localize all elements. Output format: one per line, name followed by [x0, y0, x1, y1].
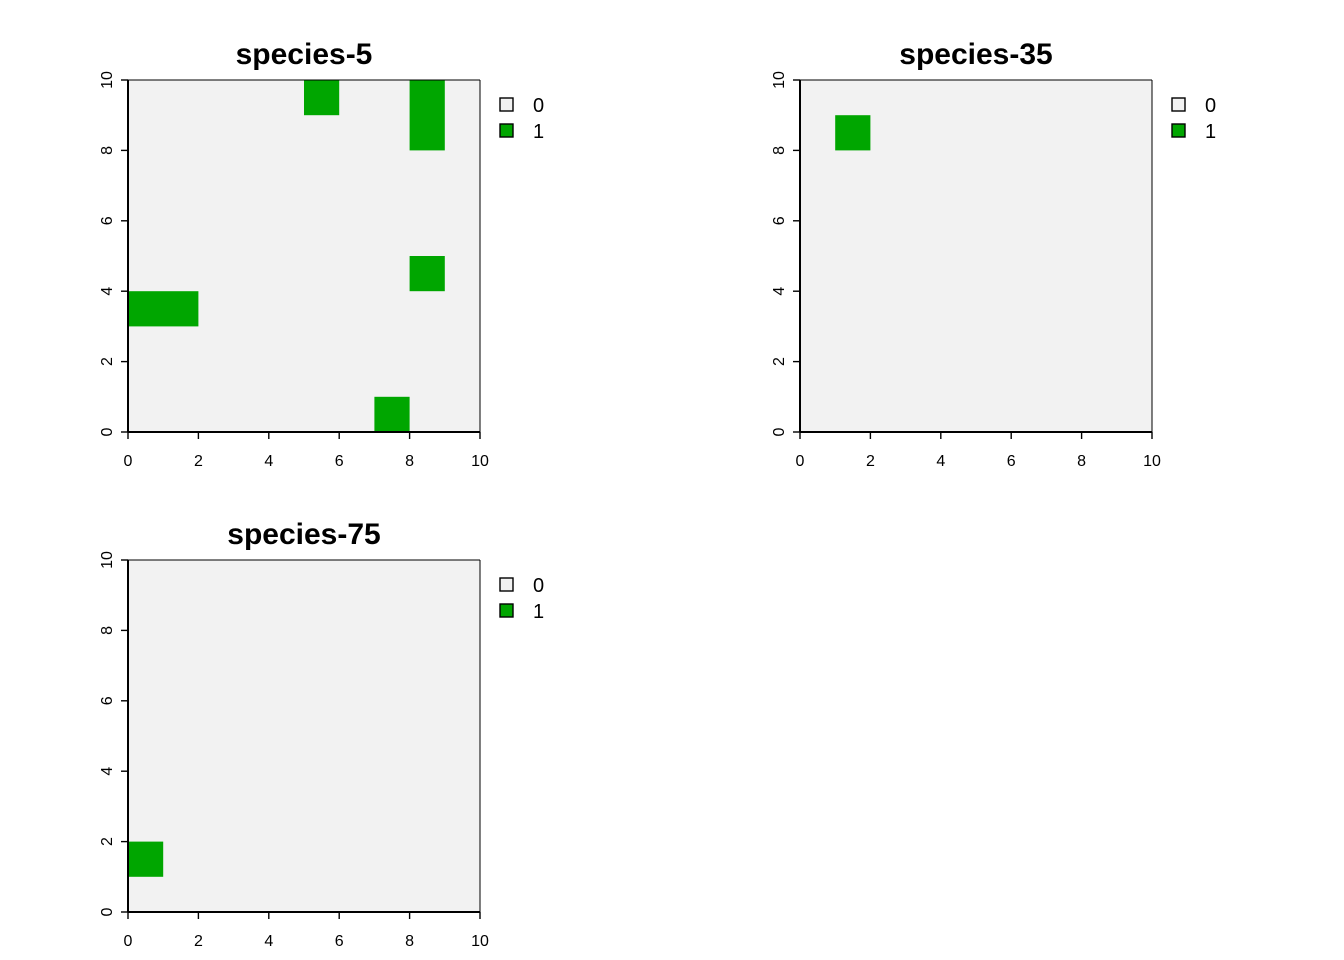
y-tick-label: 4: [99, 767, 116, 776]
y-tick-label: 0: [99, 907, 116, 916]
legend-swatch: [499, 123, 514, 138]
y-tick-label: 2: [99, 837, 116, 846]
x-tick-label: 2: [194, 933, 203, 950]
y-tick-label: 4: [99, 287, 116, 296]
x-tick-label: 4: [264, 453, 273, 470]
x-tick-label: 2: [194, 453, 203, 470]
x-tick-label: 6: [335, 933, 344, 950]
x-tick-label: 6: [1007, 453, 1016, 470]
x-tick-label: 10: [1143, 453, 1161, 470]
legend-swatch: [499, 603, 514, 618]
map-panel-3: 0 2 4 6 8 10 0 2 4 6 8 10 species-75 0 1: [99, 518, 544, 950]
x-tick-label: 8: [405, 453, 414, 470]
presence-cell: [128, 841, 164, 877]
y-tick-label: 4: [771, 287, 788, 296]
legend-swatch: [1171, 97, 1186, 112]
y-tick-label: 10: [99, 71, 116, 89]
legend-swatch: [499, 97, 514, 112]
y-tick-label: 0: [99, 427, 116, 436]
legend-label: 0: [1205, 95, 1216, 117]
raster-background: [128, 560, 480, 912]
y-tick-label: 6: [99, 696, 116, 705]
x-tick-label: 0: [124, 453, 133, 470]
x-tick-label: 0: [124, 933, 133, 950]
panel-title: species-75: [227, 518, 380, 551]
legend-label: 1: [533, 121, 544, 143]
legend-swatch: [1171, 123, 1186, 138]
y-tick-label: 2: [771, 357, 788, 366]
x-tick-label: 0: [796, 453, 805, 470]
legend-label: 1: [533, 601, 544, 623]
presence-cell: [409, 256, 445, 292]
panel-title: species-5: [236, 38, 373, 71]
presence-cell: [128, 291, 199, 327]
x-tick-label: 6: [335, 453, 344, 470]
x-tick-label: 4: [264, 933, 273, 950]
presence-cell: [409, 80, 445, 151]
map-panel-2: 0 2 4 6 8 10 0 2 4 6 8 10 species-35 0 1: [771, 38, 1216, 470]
y-tick-label: 10: [99, 551, 116, 569]
presence-cell: [304, 80, 340, 116]
y-tick-label: 10: [771, 71, 788, 89]
y-tick-label: 8: [99, 146, 116, 155]
x-tick-label: 4: [936, 453, 945, 470]
presence-cell: [374, 396, 410, 432]
x-tick-label: 2: [866, 453, 875, 470]
y-tick-label: 8: [99, 626, 116, 635]
legend-label: 1: [1205, 121, 1216, 143]
panel-title: species-35: [899, 38, 1052, 71]
y-tick-label: 0: [771, 427, 788, 436]
y-tick-label: 2: [99, 357, 116, 366]
x-tick-label: 10: [471, 453, 489, 470]
legend-swatch: [499, 577, 514, 592]
map-panel-1: 0 2 4 6 8 10 0 2 4 6 8 10 species-5 0 1: [99, 38, 544, 470]
x-tick-label: 8: [405, 933, 414, 950]
legend-label: 0: [533, 95, 544, 117]
x-tick-label: 10: [471, 933, 489, 950]
y-tick-label: 6: [771, 216, 788, 225]
legend-label: 0: [533, 575, 544, 597]
y-tick-label: 6: [99, 216, 116, 225]
y-tick-label: 8: [771, 146, 788, 155]
presence-cell: [835, 115, 871, 151]
x-tick-label: 8: [1077, 453, 1086, 470]
